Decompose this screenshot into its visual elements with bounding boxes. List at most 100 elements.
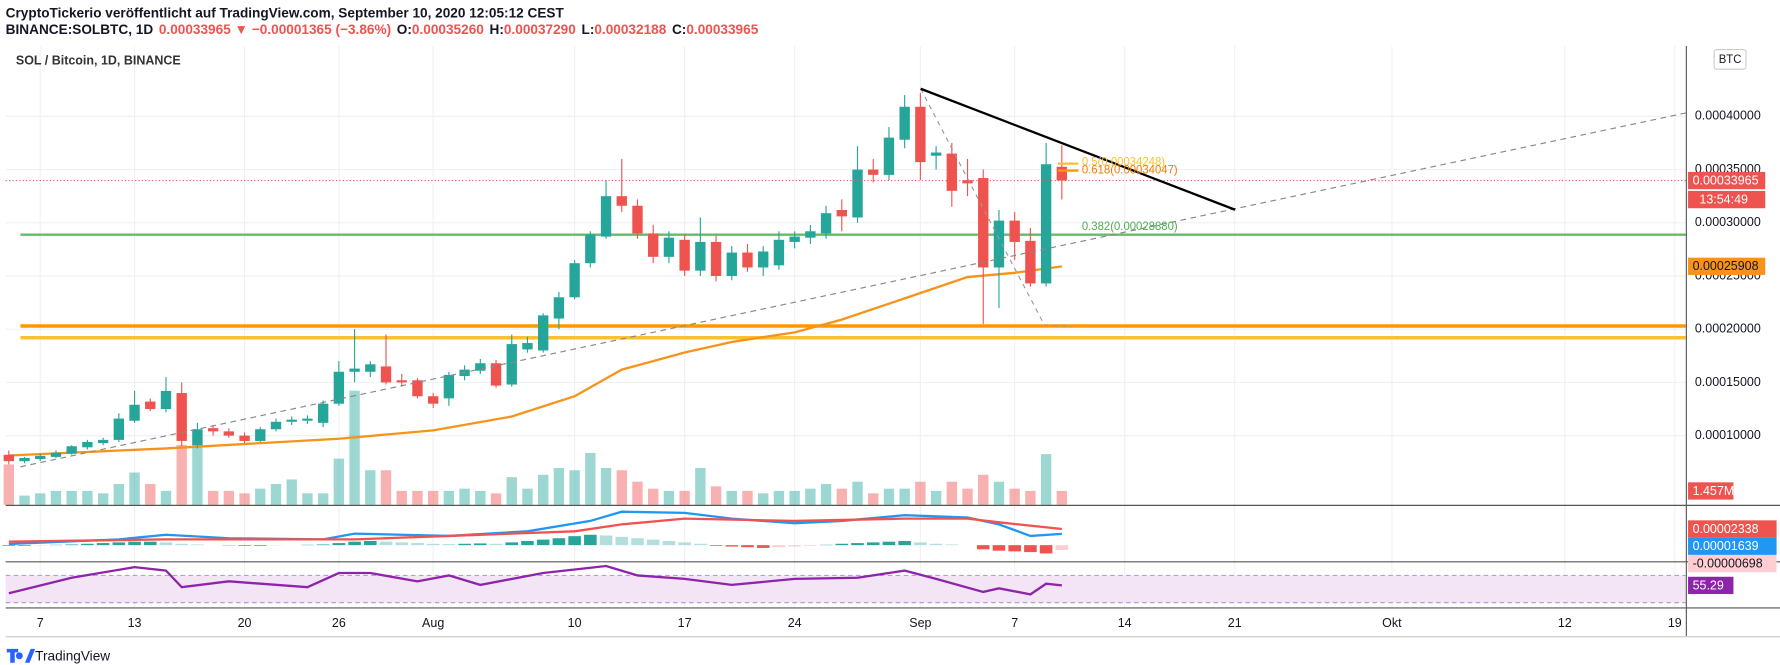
volume-bar xyxy=(270,484,282,505)
volume-bar xyxy=(978,474,989,505)
rsi-badge: 55.29 xyxy=(1693,578,1724,592)
histogram-bar xyxy=(458,543,471,546)
countdown-bg xyxy=(1688,190,1766,209)
histogram-bar xyxy=(191,544,204,546)
rsi-badge-bg xyxy=(1688,576,1734,595)
x-tick-label: Okt xyxy=(1382,616,1402,630)
histogram-bar xyxy=(646,539,660,546)
volume-bar xyxy=(3,464,15,505)
volume-bar xyxy=(50,490,62,505)
fib-trend xyxy=(920,88,1073,327)
histogram-bar xyxy=(882,541,896,546)
volume-bar xyxy=(490,493,502,505)
symbol-part: 0.00035260 xyxy=(412,22,484,37)
candle-body xyxy=(883,137,895,175)
candle-body xyxy=(773,239,785,266)
candle-body xyxy=(270,421,282,430)
volume-bar xyxy=(789,490,800,505)
histogram-bar xyxy=(253,545,267,546)
candle-body xyxy=(648,233,659,257)
histogram-bar xyxy=(599,535,613,546)
volume-bar xyxy=(129,472,140,505)
volume-bar xyxy=(616,470,627,505)
footer: TradingView xyxy=(35,648,110,663)
y-tick-label: 0.00030000 xyxy=(1695,215,1761,229)
volume-bar xyxy=(852,481,863,505)
volume-bar xyxy=(962,488,973,505)
histogram-bar xyxy=(505,542,519,546)
indicator-line xyxy=(8,517,1062,543)
volume-bar xyxy=(663,490,675,505)
volume-bar xyxy=(758,493,769,505)
y-tick-label: 0.00040000 xyxy=(1695,109,1761,123)
x-tick-label: 24 xyxy=(788,616,802,630)
volume-bar xyxy=(585,452,596,505)
y-tick-label: 0.00010000 xyxy=(1695,428,1761,442)
candle-body xyxy=(349,368,360,372)
macd-badge: 0.00002338 xyxy=(1693,522,1759,536)
x-tick-label: 20 xyxy=(238,616,252,630)
candle-body xyxy=(443,374,455,399)
candle-body xyxy=(396,380,407,383)
candle-body xyxy=(239,435,250,441)
x-tick-label: 26 xyxy=(332,616,346,630)
candle-body xyxy=(978,178,989,268)
histogram-bar xyxy=(552,538,566,546)
volume-bar xyxy=(19,495,30,505)
fib-label: 0.5(0.00034248) xyxy=(1082,156,1165,168)
histogram-bar xyxy=(159,542,173,546)
volume-bar xyxy=(412,490,423,505)
symbol-line: BINANCE:SOLBTC, 1D 0.00033965 ▼ −0.000013… xyxy=(6,22,759,37)
volume-bar xyxy=(333,458,345,505)
histogram-bar xyxy=(442,544,456,546)
symbol-part: BINANCE:SOLBTC, 1D xyxy=(6,22,154,37)
histogram-bar xyxy=(1008,545,1021,552)
candle-body xyxy=(585,234,596,264)
volume-bar xyxy=(805,488,816,505)
histogram-bar xyxy=(678,542,691,546)
volume-bar xyxy=(1040,454,1052,505)
volume-bar xyxy=(286,479,297,505)
x-tick-label: 7 xyxy=(37,616,44,630)
candle-body xyxy=(223,431,235,436)
candle-body xyxy=(333,371,345,404)
candle-body xyxy=(19,457,30,462)
volume-bar xyxy=(726,490,737,505)
candle-body xyxy=(758,251,769,268)
candle-body xyxy=(993,220,1005,268)
candle-body xyxy=(663,237,675,257)
candle-body xyxy=(632,205,643,234)
histogram-bar xyxy=(411,543,424,546)
histogram-bar xyxy=(379,541,393,546)
histogram-bar xyxy=(521,541,534,546)
histogram-bar xyxy=(81,543,94,546)
histogram-bar xyxy=(772,545,786,548)
volume-bar xyxy=(930,490,942,505)
candle-body xyxy=(820,213,832,234)
y-tick-label: 0.00020000 xyxy=(1695,321,1761,335)
candle-body xyxy=(475,363,486,371)
volume-bar xyxy=(1009,488,1020,505)
volume-bar xyxy=(207,490,219,505)
symbol-part: L: xyxy=(582,22,595,37)
histogram-bar xyxy=(474,543,487,546)
macd-badge: 0.00001639 xyxy=(1693,539,1759,553)
trend-dashed xyxy=(20,112,1686,468)
volume-bar xyxy=(97,493,109,505)
y-tick-label: 0.00015000 xyxy=(1695,375,1761,389)
volume-bar xyxy=(396,490,407,505)
candle-body xyxy=(113,418,125,440)
candle-body xyxy=(946,153,958,191)
ma-value-bg xyxy=(1688,257,1766,275)
candle-body xyxy=(553,297,565,319)
histogram-bar xyxy=(741,545,754,548)
candle-body xyxy=(160,390,172,410)
candle-body xyxy=(192,429,203,446)
candle-body xyxy=(679,239,690,271)
volume-bar xyxy=(899,488,910,505)
volume-bar xyxy=(600,467,612,505)
symbol-part: 0.00033965 ▼ −0.00001365 (−3.86%) xyxy=(159,22,391,37)
volume-bar xyxy=(710,486,722,505)
candle-body xyxy=(1040,164,1052,284)
candle-body xyxy=(695,241,706,271)
